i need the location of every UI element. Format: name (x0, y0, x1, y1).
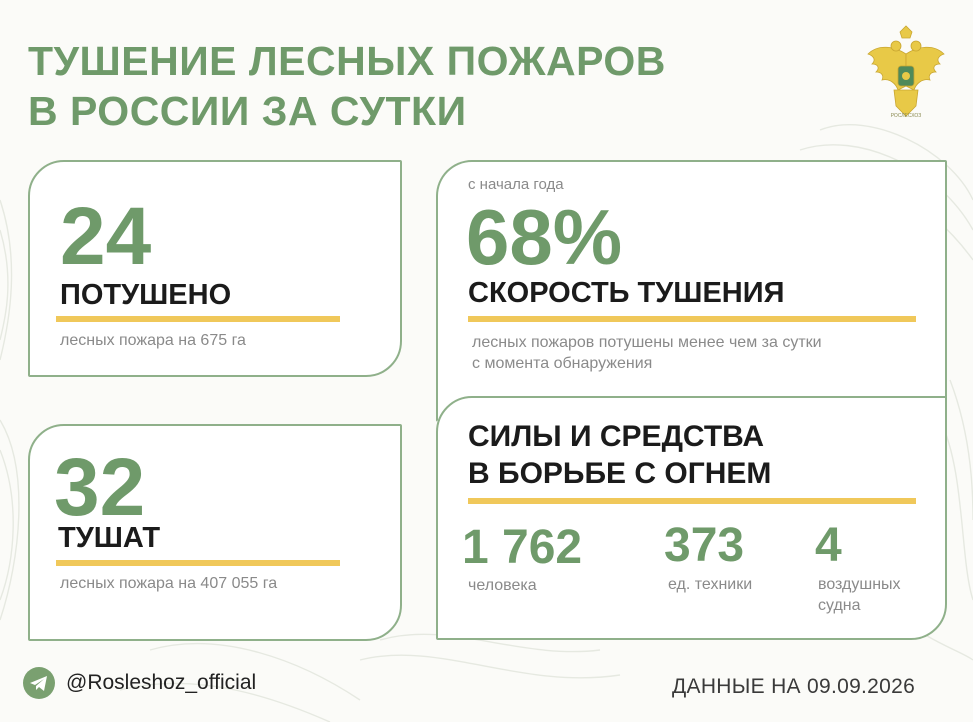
vehicles-value: 373 (664, 519, 745, 572)
speed-description-line-1: лесных пожаров потушены менее чем за сут… (472, 334, 822, 351)
speed-description-line-2: с момента обнаружения (472, 355, 653, 372)
speed-card (436, 160, 947, 422)
forces-card (436, 396, 947, 640)
speed-gold-bar (468, 316, 916, 322)
extinguishing-label: ТУШАТ (58, 522, 161, 554)
aircraft-unit-line-1: воздушных (818, 576, 901, 593)
forces-heading-line-2: В БОРЬБЕ С ОГНЕМ (468, 457, 772, 490)
double-headed-eagle-emblem-icon (867, 25, 945, 117)
speed-label: СКОРОСТЬ ТУШЕНИЯ (468, 277, 785, 309)
page-title: ТУШЕНИЕ ЛЕСНЫХ ПОЖАРОВ В РОССИИ ЗА СУТКИ (28, 36, 666, 136)
speed-percent: 68% (466, 193, 623, 281)
extinguishing-description: лесных пожара на 407 055 га (60, 575, 278, 592)
data-date: ДАННЫЕ НА 09.09.2026 (672, 675, 916, 698)
extinguishing-card (28, 424, 402, 641)
forces-gold-bar (468, 498, 916, 504)
telegram-handle-link[interactable]: @Rosleshoz_official (66, 671, 257, 694)
extinguishing-gold-bar (56, 560, 340, 566)
extinguished-gold-bar (56, 316, 340, 322)
people-value: 1 762 (462, 521, 583, 574)
speed-caption: с начала года (468, 176, 564, 193)
aircraft-unit-line-2: судна (818, 597, 861, 614)
extinguished-description: лесных пожара на 675 га (60, 332, 246, 349)
extinguished-card (28, 160, 402, 377)
emblem-caption: РОСЛЕСХОЗ (890, 113, 922, 119)
aircraft-value: 4 (815, 519, 842, 572)
extinguishing-number: 32 (54, 442, 146, 533)
extinguished-number: 24 (60, 191, 152, 282)
title-line-2: В РОССИИ ЗА СУТКИ (28, 88, 467, 134)
title-line-1: ТУШЕНИЕ ЛЕСНЫХ ПОЖАРОВ (28, 38, 666, 84)
telegram-icon[interactable] (23, 667, 55, 699)
forces-heading-line-1: СИЛЫ И СРЕДСТВА (468, 420, 765, 453)
extinguished-label: ПОТУШЕНО (60, 279, 232, 311)
vehicles-unit: ед. техники (668, 576, 753, 593)
people-unit: человека (468, 577, 537, 594)
